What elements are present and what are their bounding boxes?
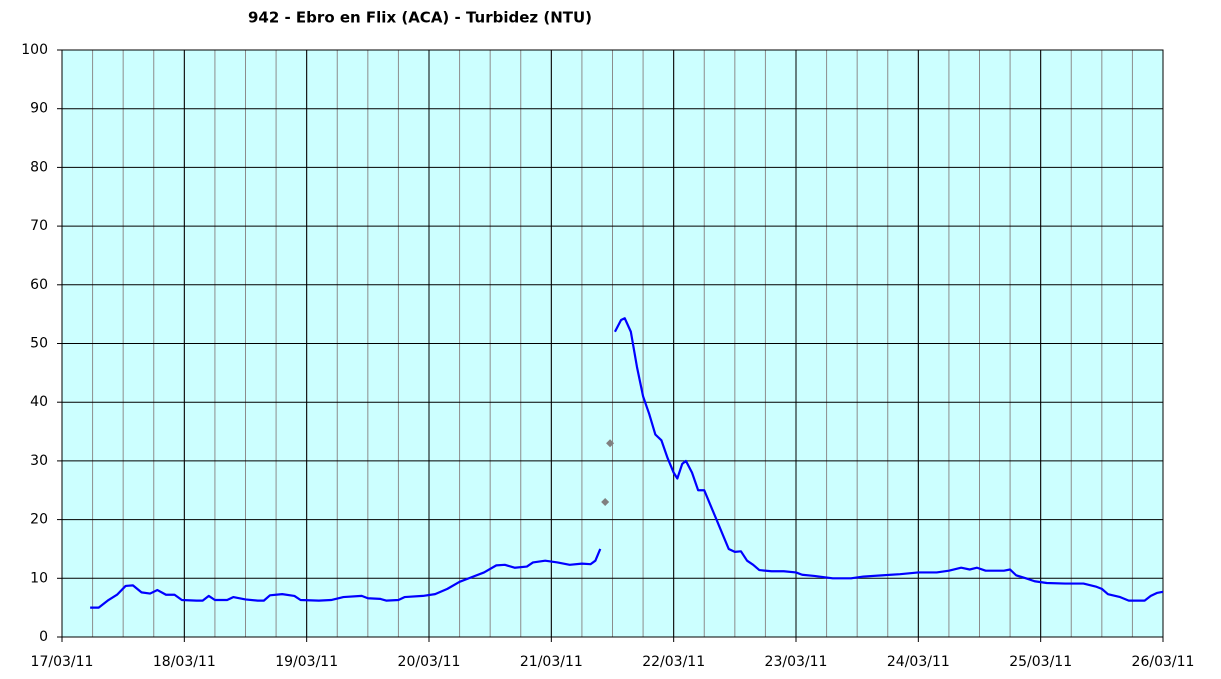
x-tick-label: 19/03/11 [275,654,338,670]
data-point [601,497,610,506]
x-tick-label: 24/03/11 [887,654,950,670]
y-tick-label: 80 [30,159,48,175]
plot-border [61,49,1164,638]
x-tick-label: 22/03/11 [642,654,705,670]
y-tick-label: 60 [30,277,48,293]
x-tick-label: 21/03/11 [520,654,583,670]
chart-title: 942 - Ebro en Flix (ACA) - Turbidez (NTU… [248,9,592,27]
y-tick-label: 100 [21,42,48,58]
y-tick-label: 90 [30,101,48,117]
y-tick-label: 20 [30,512,48,528]
x-tick-label: 18/03/11 [153,654,216,670]
x-tick-label: 17/03/11 [31,654,94,670]
x-tick-label: 23/03/11 [765,654,828,670]
x-tick-label: 26/03/11 [1132,654,1195,670]
y-tick-label: 40 [30,394,48,410]
data-point [606,439,615,448]
y-tick-label: 0 [39,629,48,645]
y-tick-label: 50 [30,336,48,352]
y-tick-label: 30 [30,453,48,469]
x-tick-label: 20/03/11 [398,654,461,670]
y-tick-label: 70 [30,218,48,234]
data-line [90,317,1164,609]
x-tick-label: 25/03/11 [1009,654,1072,670]
y-tick-label: 10 [30,570,48,586]
